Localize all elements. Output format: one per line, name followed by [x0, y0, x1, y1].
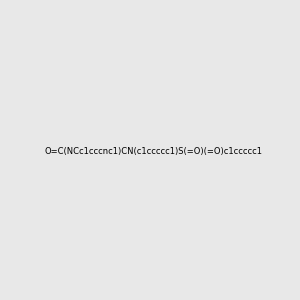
Text: O=C(NCc1cccnc1)CN(c1ccccc1)S(=O)(=O)c1ccccc1: O=C(NCc1cccnc1)CN(c1ccccc1)S(=O)(=O)c1cc…	[45, 147, 263, 156]
